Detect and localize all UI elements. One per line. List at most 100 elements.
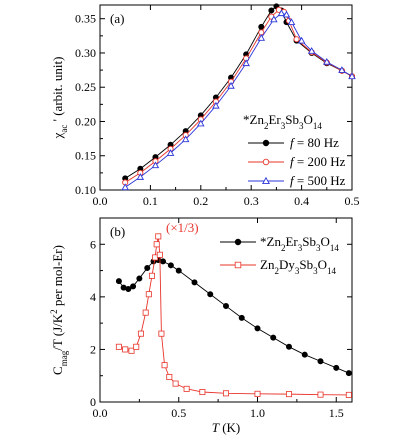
data-point	[285, 391, 292, 398]
x-tick-label: 0.3	[244, 194, 259, 208]
data-point	[212, 101, 220, 109]
x-axis-label: T (K)	[212, 420, 241, 435]
data-point	[136, 275, 143, 282]
data-point	[345, 370, 352, 377]
legend-marker	[262, 158, 270, 166]
data-point	[222, 303, 229, 310]
data-point	[207, 291, 214, 298]
data-point	[161, 362, 168, 369]
legend-entry: f = 80 Hz	[248, 135, 339, 150]
y-tick-label: 6	[90, 237, 96, 251]
data-point	[242, 59, 250, 67]
data-point	[158, 330, 165, 337]
data-point	[166, 374, 173, 381]
legend-label: f = 500 Hz	[290, 173, 346, 188]
x-tick-label: 0.1	[143, 194, 158, 208]
data-point	[137, 330, 144, 337]
data-point	[285, 343, 292, 350]
legend-entry: f = 500 Hz	[248, 173, 346, 188]
x-tick-label: 1.5	[329, 406, 344, 420]
data-point	[197, 119, 205, 127]
data-point	[307, 46, 316, 54]
y-tick-label: 0.10	[75, 183, 96, 197]
data-point	[254, 325, 261, 332]
data-point	[128, 347, 135, 354]
legend-label: *Zn2Er3Sb3O14	[260, 234, 339, 253]
data-point	[333, 364, 340, 371]
y-tick-label: 0.20	[75, 114, 96, 128]
data-point	[172, 380, 179, 387]
chart-panel-b: 0.0 0.5 1.0 1.5 0 2 4 6 (b) Cmag/T (J/K2 per mol-…	[49, 217, 353, 435]
y-tick-label: 0	[90, 395, 96, 409]
chart-panel-a: 0.0 0.1 0.2 0.3 0.4 0.5 0.10 0.15 0.20 0.25 0.30 0.…	[50, 3, 360, 208]
data-point	[142, 309, 149, 316]
data-point	[115, 343, 122, 350]
y-tick-label: 0.25	[75, 80, 96, 94]
legend-marker	[234, 238, 242, 246]
data-point	[136, 173, 145, 180]
data-point	[293, 36, 300, 43]
panel-label: (b)	[110, 224, 125, 239]
data-point	[181, 135, 190, 143]
legend-entry: *Zn2Er3Sb3O14	[220, 234, 339, 253]
data-point	[277, 9, 286, 17]
data-point	[166, 149, 175, 156]
data-point	[175, 267, 182, 274]
data-point	[133, 343, 140, 350]
data-point	[191, 279, 198, 286]
series-1	[115, 233, 352, 398]
data-point	[167, 262, 174, 269]
data-point	[145, 291, 152, 298]
data-point	[151, 161, 160, 169]
data-point	[282, 10, 291, 18]
x-tick-label: 0.0	[93, 194, 108, 208]
data-point	[254, 390, 261, 397]
x-tick-label: 0.4	[294, 194, 309, 208]
data-point	[130, 283, 137, 290]
series-2	[121, 9, 356, 191]
data-point	[270, 15, 278, 23]
legend-entry: f = 200 Hz	[248, 154, 346, 169]
y-axis-label: χac ' (arbit. unit)	[50, 57, 69, 140]
data-point	[345, 391, 352, 398]
legend-entry: Zn2Dy3Sb3O14	[220, 257, 336, 276]
scale-annotation: (×1/3)	[166, 220, 199, 235]
y-tick-label: 0.15	[75, 149, 96, 163]
legend-title: *Zn2Er3Sb3O14	[243, 112, 322, 131]
series-line	[124, 5, 353, 179]
data-point	[268, 7, 275, 14]
legend-marker	[262, 176, 270, 185]
x-tick-label: 0.5	[171, 406, 186, 420]
x-tick-label: 0.0	[93, 406, 108, 420]
data-point	[301, 351, 308, 358]
data-point	[122, 346, 129, 353]
legend-label: f = 80 Hz	[290, 135, 339, 150]
data-point	[270, 334, 277, 341]
data-point	[317, 391, 324, 398]
data-point	[257, 33, 266, 41]
data-point	[323, 57, 331, 65]
panel-label: (a)	[110, 11, 124, 26]
x-tick-label: 0.2	[193, 194, 208, 208]
y-tick-label: 0.30	[75, 46, 96, 60]
data-point	[115, 278, 122, 285]
data-point	[155, 233, 162, 240]
legend-marker	[234, 261, 242, 269]
y-tick-label: 2	[90, 342, 96, 356]
data-point	[338, 66, 346, 73]
y-tick-label: 0.35	[75, 12, 96, 26]
series-line	[118, 259, 350, 374]
data-point	[287, 18, 296, 25]
data-point	[222, 390, 229, 397]
data-point	[317, 358, 324, 365]
data-point	[199, 389, 206, 396]
data-point	[148, 272, 155, 279]
legend-label: Zn2Dy3Sb3O14	[260, 257, 336, 276]
data-point	[156, 251, 163, 258]
data-point	[121, 183, 129, 191]
legend-label: f = 200 Hz	[290, 154, 346, 169]
y-tick-label: 4	[90, 290, 96, 304]
data-point	[159, 258, 166, 265]
data-point	[153, 241, 160, 248]
